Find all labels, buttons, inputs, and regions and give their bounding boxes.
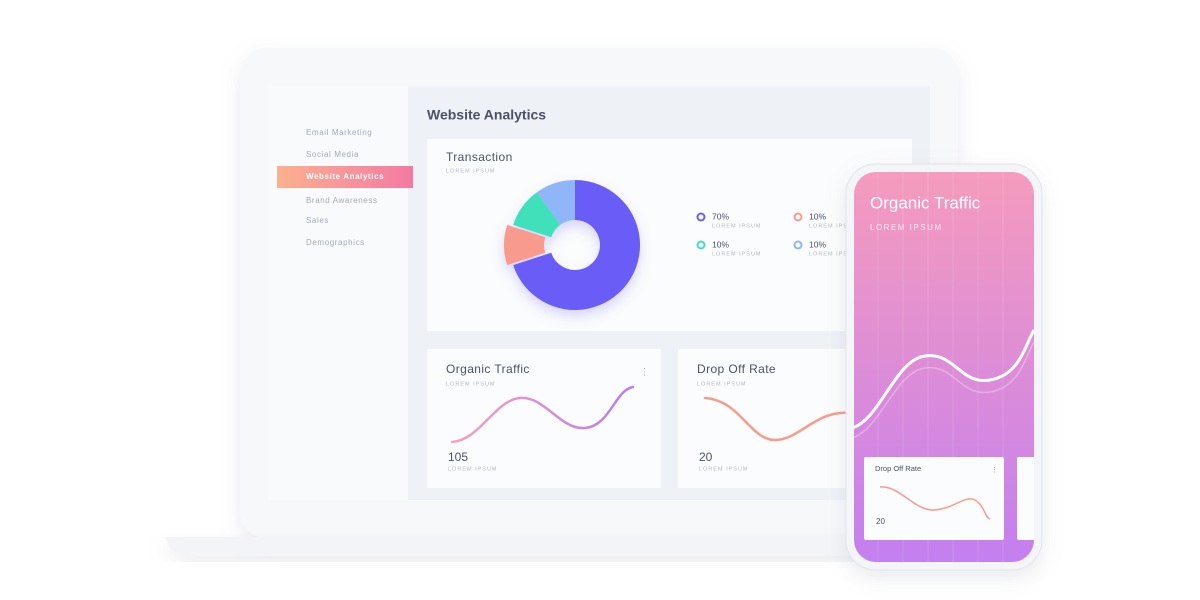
phone-card	[1017, 457, 1034, 540]
sidebar-item[interactable]: Demographics	[306, 238, 365, 247]
donut-segment	[513, 180, 640, 310]
phone-subtitle: LOREM IPSUM	[870, 223, 943, 232]
legend-value: 10%	[809, 211, 826, 221]
stat-card	[427, 349, 661, 488]
sparkline	[879, 486, 991, 520]
phone-title: Organic Traffic	[870, 193, 981, 212]
phone-card-title: Drop Off Rate	[875, 464, 921, 473]
sidebar-item[interactable]: Brand Awareness	[306, 196, 378, 205]
laptop-base	[165, 537, 1000, 556]
legend-value: 70%	[712, 211, 729, 221]
card-title: Organic Traffic	[446, 362, 530, 376]
legend-marker	[793, 240, 803, 250]
donut-segment	[513, 192, 561, 238]
donut-segment	[536, 180, 575, 225]
donut-segment	[504, 224, 546, 266]
active-item-bg	[277, 166, 413, 188]
phone-card-value: 20	[876, 517, 885, 526]
sidebar-item[interactable]: Email Marketing	[306, 128, 372, 137]
legend: 70% LOREM IPSUM 10% LOREM IPSUM 10% LOREM IPS…	[696, 211, 859, 257]
transaction-card	[427, 139, 912, 331]
menu-dots[interactable]: ⋮	[991, 467, 998, 474]
phone-curve	[854, 329, 1034, 430]
sparkline	[703, 396, 852, 442]
stat-caption: LOREM IPSUM	[448, 466, 498, 472]
legend-caption: LOREM IPSUM	[809, 251, 859, 257]
donut	[504, 180, 640, 310]
card-subtitle: LOREM IPSUM	[446, 168, 496, 174]
legend-marker	[696, 212, 706, 222]
legend-caption: LOREM IPSUM	[809, 223, 859, 229]
sidebar-item[interactable]: Website Analytics	[306, 172, 384, 181]
card-subtitle: LOREM IPSUM	[697, 381, 747, 387]
legend-value: 10%	[712, 239, 729, 249]
legend-value: 10%	[809, 239, 826, 249]
legend-marker	[696, 240, 706, 250]
legend-caption: LOREM IPSUM	[712, 223, 762, 229]
sidebar-item[interactable]: Sales	[306, 216, 329, 225]
menu-dots[interactable]: ⋮	[640, 366, 649, 376]
page-title: Website Analytics	[427, 107, 546, 123]
sparkline	[450, 385, 635, 444]
stat-value: 20	[699, 450, 713, 464]
phone-screen: Drop Off Rate ⋮ 20	[854, 172, 1034, 562]
card-title: Transaction	[446, 150, 513, 164]
sidebar: Email Marketing Social Media Website Analy…	[277, 128, 413, 247]
stat-caption: LOREM IPSUM	[699, 466, 749, 472]
sidebar-item[interactable]: Social Media	[306, 150, 359, 159]
legend-marker	[793, 212, 803, 222]
stat-value: 105	[448, 450, 468, 464]
legend-caption: LOREM IPSUM	[712, 251, 762, 257]
card-subtitle: LOREM IPSUM	[446, 381, 496, 387]
phone-card	[864, 457, 1004, 540]
card-title: Drop Off Rate	[697, 362, 776, 376]
